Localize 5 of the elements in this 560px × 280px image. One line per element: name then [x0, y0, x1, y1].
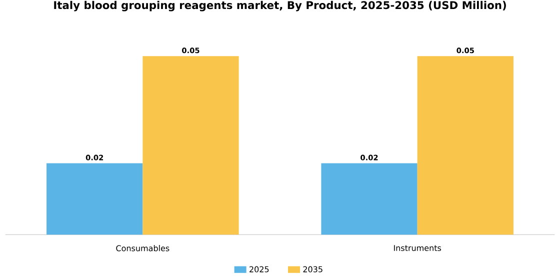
legend-label: 2035 — [303, 266, 322, 272]
x-tick-label: Instruments — [394, 245, 442, 252]
x-tick-label: Consumables — [116, 245, 170, 252]
legend-label: 2025 — [250, 266, 269, 272]
chart-title: Italy blood grouping reagents market, By Product, 2025-2035 (USD Million) — [54, 0, 506, 12]
